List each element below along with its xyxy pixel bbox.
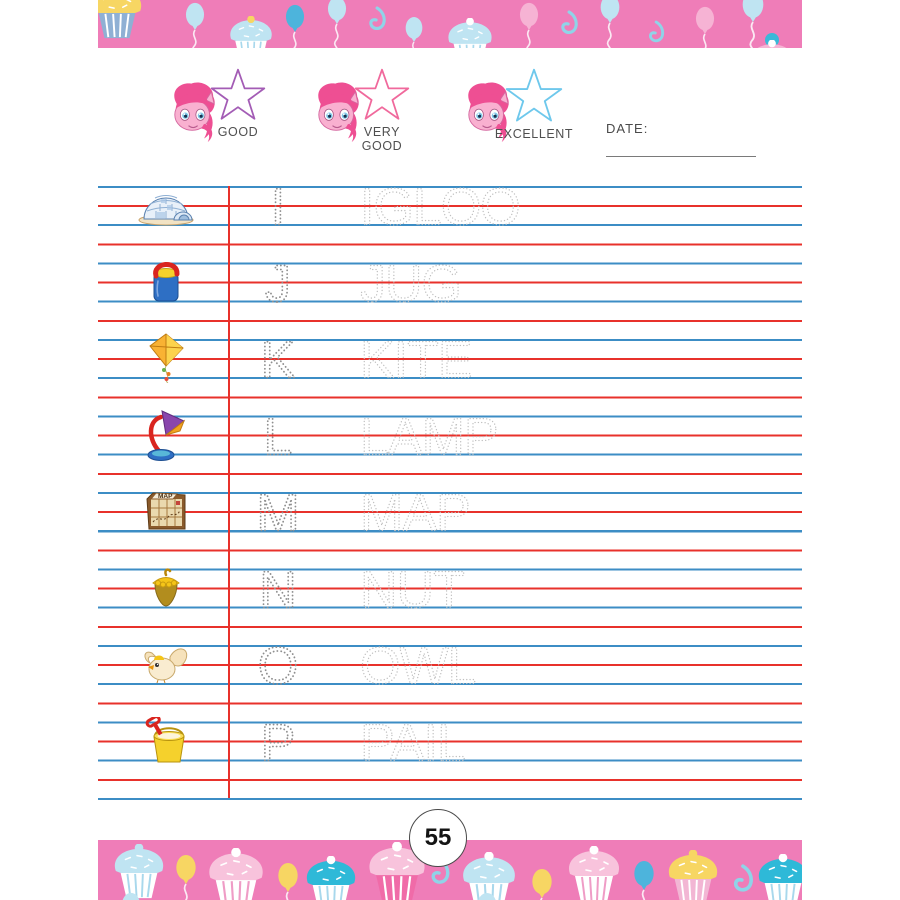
rating-label: VERY GOOD [361,125,403,153]
date-label: DATE: [606,121,649,136]
trace-letter: I [271,178,285,236]
balloon-icon [327,0,347,48]
cupcake-icon [305,856,357,900]
writing-row: O OWL [98,636,802,696]
map-icon: MAP [118,483,214,539]
top-banner [98,0,802,48]
swirl-icon [733,864,754,892]
balloon-icon [633,860,655,900]
balloon-icon [741,0,765,48]
cupcake-icon [229,16,273,48]
trace-letter: L [264,408,293,466]
balloon-icon [175,854,197,900]
margin-line [228,186,230,798]
balloon-icon [599,0,621,48]
writing-row: N NUT [98,560,802,620]
star-outline [505,68,563,122]
trace-word: NUT [360,561,464,619]
rating-label: EXCELLENT [494,127,574,141]
top-banner-decorations [98,0,795,48]
rating-excellent: EXCELLENT [494,68,574,141]
cupcake-icon [567,846,621,900]
kite-icon [118,330,214,386]
cupcake-icon [757,854,802,900]
rating-legend: GOOD VERY GOOD EXCELLENT DATE: [98,68,802,158]
cupcake-icon [113,844,165,900]
trace-letter: M [256,484,299,542]
trace-word: KITE [360,331,472,389]
balloon-icon [285,4,305,48]
cupcake-icon [98,0,143,40]
trace-letter: K [261,331,296,389]
lamp-icon [118,407,214,463]
nut-icon [118,560,214,616]
trace-word: OWL [360,637,476,695]
trace-word: PAIL [360,714,465,772]
trace-word: MAP [360,484,470,542]
swirl-icon [369,6,386,31]
trace-word: JUG [360,255,461,313]
writing-row: K KITE [98,330,802,390]
writing-area: I IGLOO J JUG [98,177,802,800]
balloon-icon [277,862,299,900]
cupcake-icon [749,40,795,48]
star-icon [354,68,410,120]
swirl-icon [648,20,665,43]
balloon-icon [404,16,424,48]
rating-very-good: VERY GOOD [342,68,422,153]
balloon-icon [531,868,553,900]
star-icon [210,68,266,120]
cupcake-icon [667,850,719,900]
cupcake-icon [208,848,264,900]
swirl-icon [561,10,578,35]
star-icon [505,68,563,122]
igloo-icon [118,177,214,233]
page-number: 55 [424,824,452,851]
page-number-badge: 55 [409,809,467,867]
writing-row: L LAMP [98,407,802,467]
balloon-icon [519,2,539,48]
rating-label: GOOD [217,125,259,139]
trace-letter: O [258,637,298,695]
owl-icon [118,636,214,692]
writing-row: MAP M MAP [98,483,802,543]
writing-row: I IGLOO [98,177,802,237]
date-field: DATE: [606,120,802,157]
rating-good: GOOD [198,68,278,139]
trace-letter: N [259,561,297,619]
balloon-icon [695,6,715,48]
trace-word: IGLOO [360,178,520,236]
trace-letter: P [261,714,296,772]
star-outline [354,68,410,120]
cupcake-icon [447,18,493,48]
trace-word: LAMP [360,408,498,466]
pail-icon [118,713,214,769]
date-blank-line [606,138,756,157]
writing-row: P PAIL [98,713,802,773]
writing-row: J JUG [98,254,802,314]
jug-icon [118,254,214,310]
trace-letter: J [265,255,291,313]
cupcake-icon [462,852,516,900]
balloon-icon [185,2,205,48]
map-icon-label: MAP [158,493,173,500]
star-outline [210,68,266,120]
